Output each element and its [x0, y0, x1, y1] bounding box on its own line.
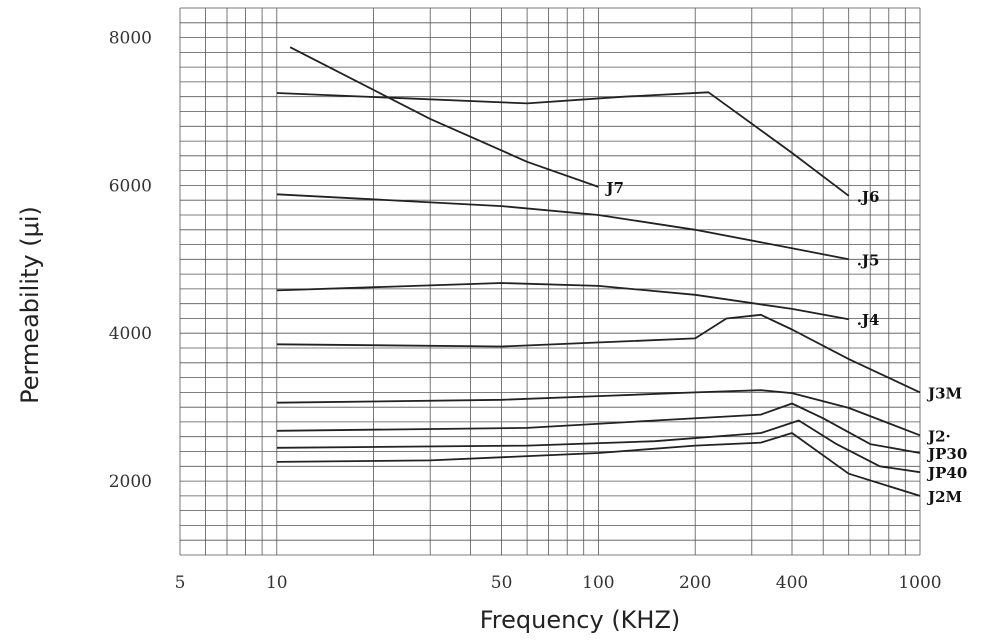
series-label-j2m: J2M [926, 488, 962, 506]
series-label-jp40: JP40 [926, 464, 967, 482]
series-label-j2: J2· [926, 427, 951, 445]
series-j3m-line [276, 313, 921, 394]
chart-grid [179, 7, 921, 556]
y-tick-label: 8000 [109, 29, 152, 49]
series-jp40-line [276, 419, 921, 474]
series-label-jp30: JP30 [926, 445, 967, 463]
series-label-j5: .J5 [857, 251, 880, 269]
y-tick-labels: 2000 4000 6000 8000 [109, 29, 152, 493]
x-tick-labels: 5 10 50 100 200 400 1000 [175, 573, 942, 593]
y-axis-title: Permeability (μi) [16, 206, 44, 404]
y-tick-label: 6000 [109, 176, 152, 196]
x-tick-label: 400 [776, 573, 808, 593]
series-label-j7: J7 [604, 179, 624, 197]
x-tick-label: 1000 [898, 573, 941, 593]
series-jp30-line [276, 402, 921, 454]
series-j4-line [276, 282, 849, 321]
series-j2-line [276, 389, 921, 437]
series-j2m-line [276, 432, 921, 497]
x-tick-label: 5 [175, 573, 186, 593]
series-label-j4: .J4 [857, 311, 880, 329]
x-tick-label: 50 [491, 573, 513, 593]
x-tick-label: 100 [582, 573, 614, 593]
x-tick-label: 200 [679, 573, 711, 593]
series-label-j3m: J3M [926, 384, 962, 402]
y-tick-label: 4000 [109, 324, 152, 344]
series-j5-line [276, 193, 849, 261]
x-axis-title: Frequency (KHZ) [480, 606, 681, 634]
series-label-j6: .J6 [857, 188, 880, 206]
y-tick-label: 2000 [109, 472, 152, 492]
series-j6-line [276, 91, 850, 197]
series-j7-line [289, 46, 599, 188]
x-tick-label: 10 [266, 573, 288, 593]
chart-curves [276, 46, 921, 497]
